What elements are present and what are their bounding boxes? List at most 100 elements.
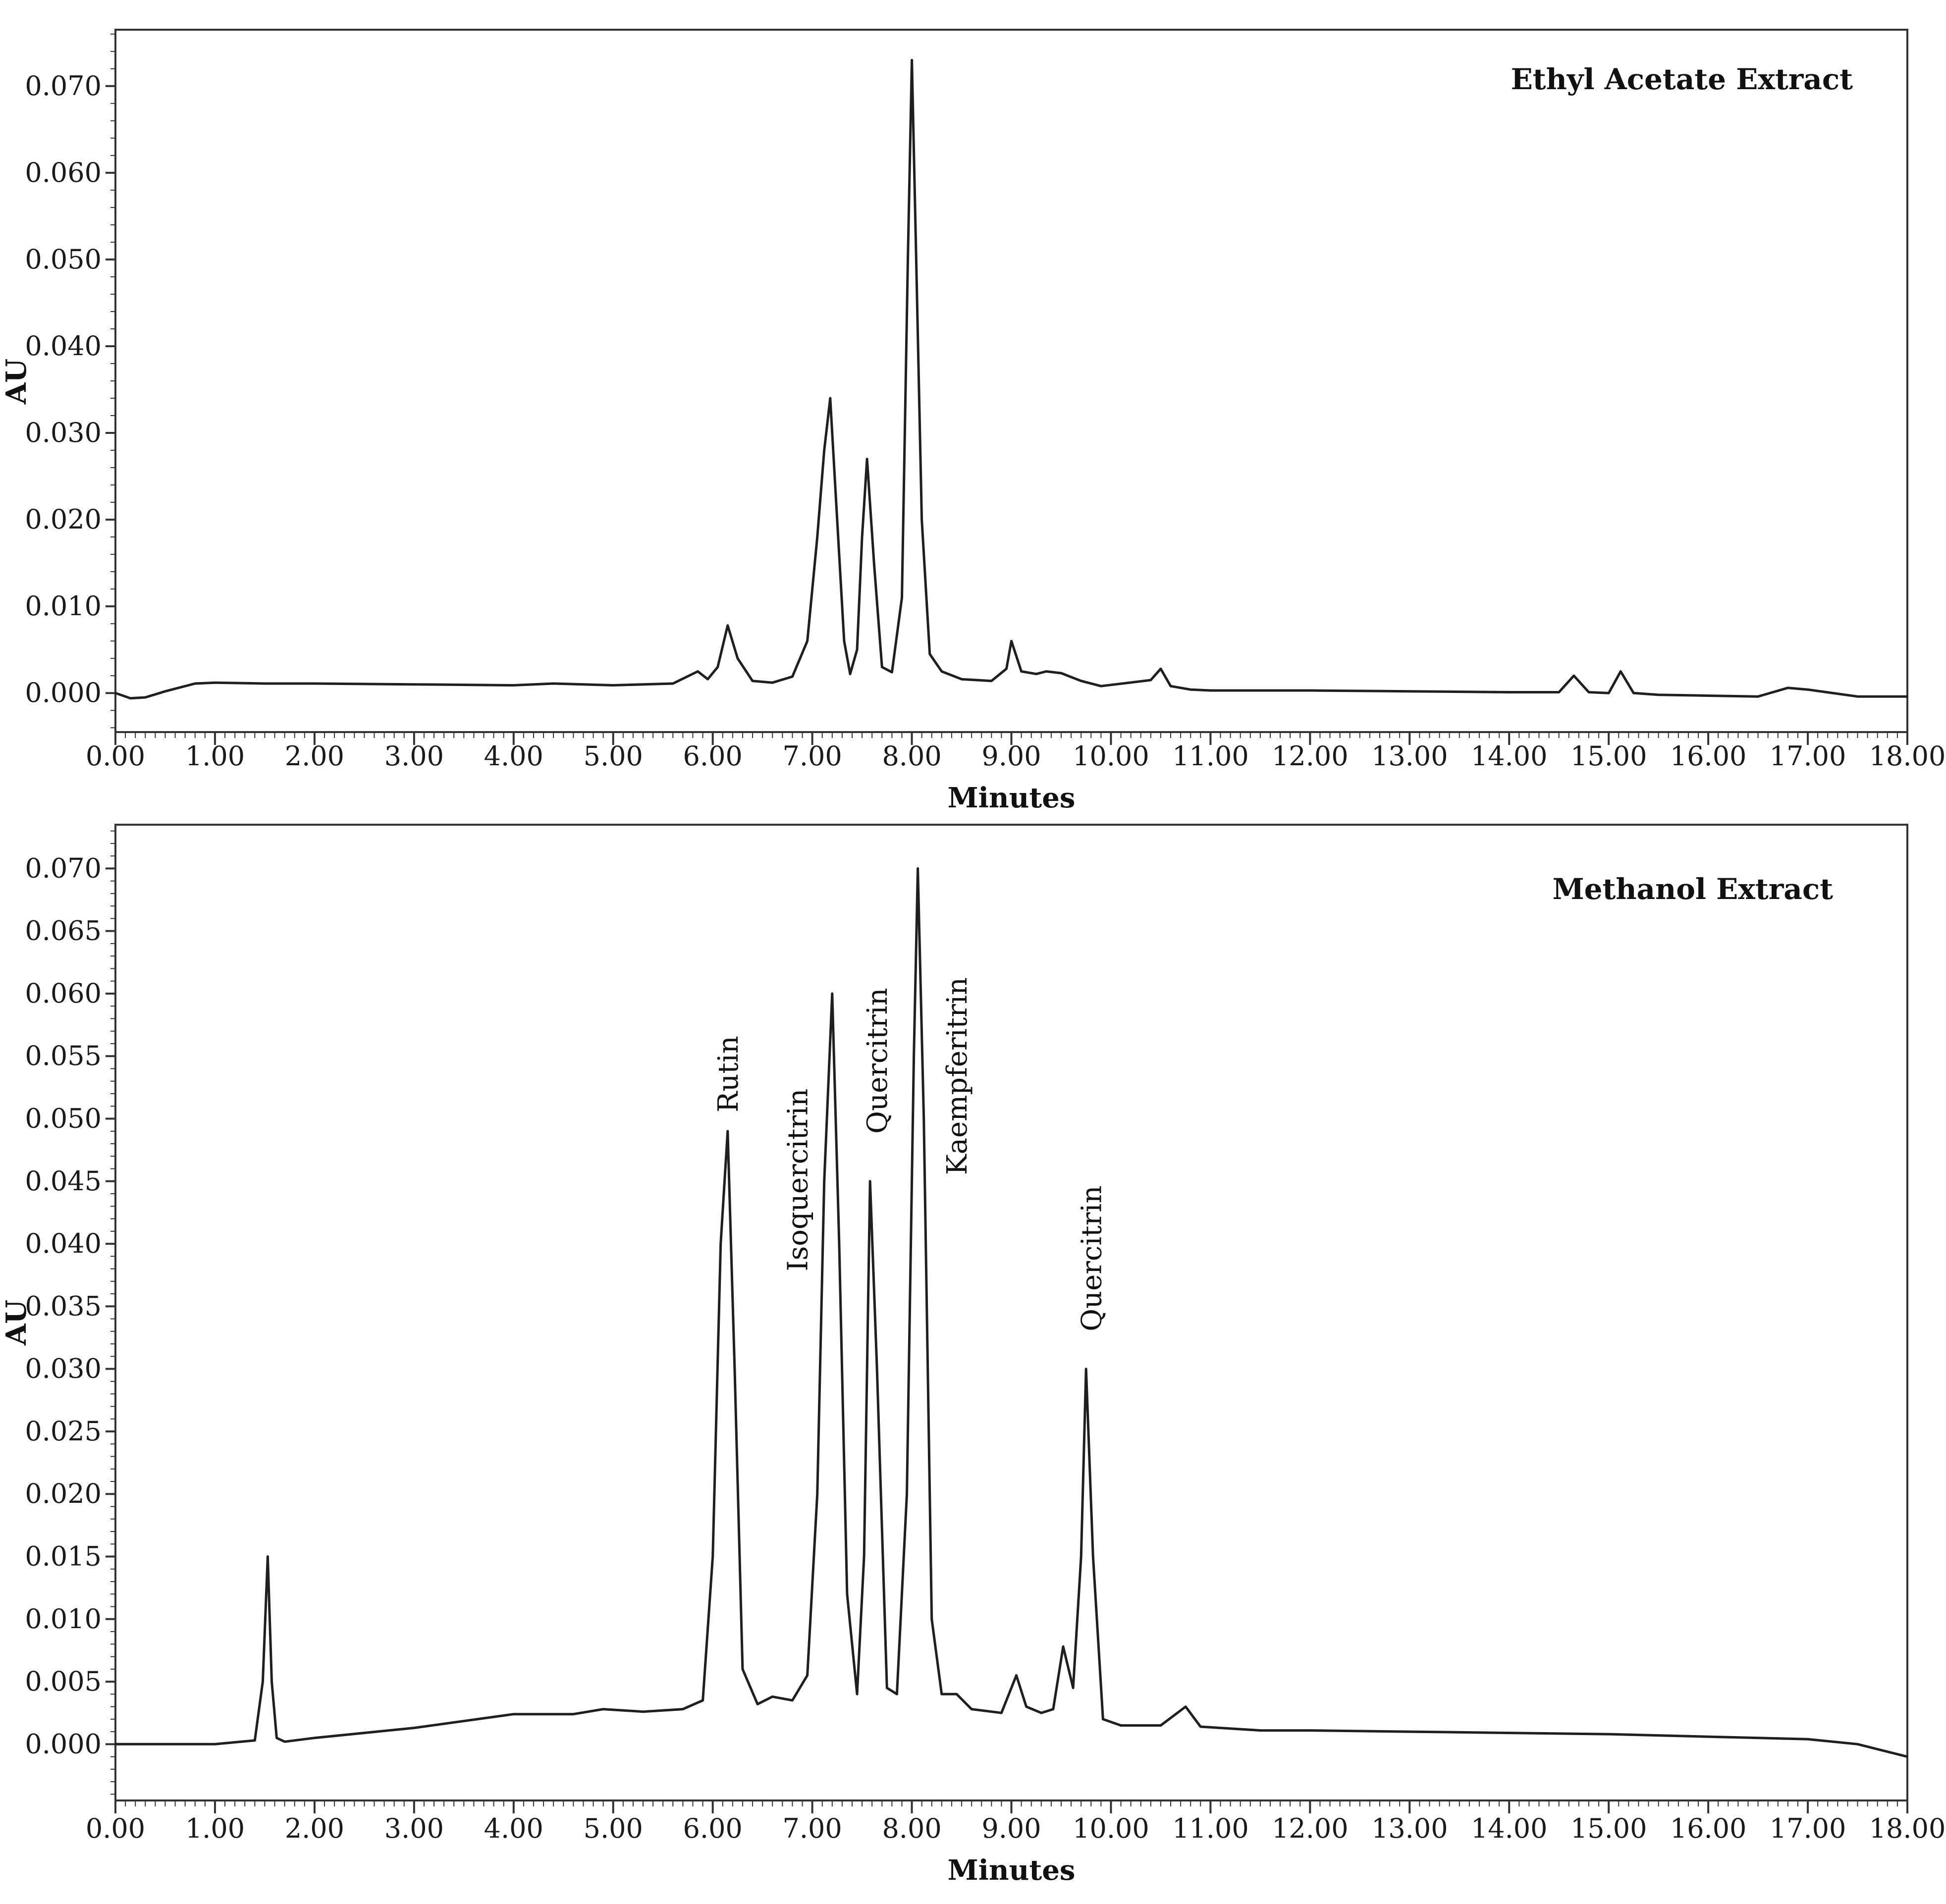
data-point bbox=[1052, 1708, 1054, 1710]
data-point bbox=[1857, 1743, 1859, 1745]
data-point bbox=[114, 692, 116, 694]
plot-frame bbox=[114, 29, 1908, 733]
data-point bbox=[1309, 1730, 1311, 1732]
x-tick-label: 7.00 bbox=[782, 1813, 842, 1844]
data-point bbox=[843, 640, 845, 642]
panel-title: Ethyl Acetate Extract bbox=[1511, 62, 1853, 96]
data-point bbox=[720, 1243, 722, 1245]
data-point bbox=[1620, 670, 1622, 672]
data-point bbox=[1906, 695, 1908, 697]
data-point bbox=[602, 1708, 604, 1710]
data-point bbox=[712, 1556, 714, 1557]
x-tick-label: 8.00 bbox=[882, 1813, 941, 1844]
y-tick-label: 0.020 bbox=[25, 504, 102, 535]
data-point bbox=[1658, 694, 1660, 696]
y-tick-label: 0.030 bbox=[25, 1353, 102, 1384]
data-point bbox=[873, 562, 875, 564]
y-axis-title: AU bbox=[0, 359, 33, 405]
data-point bbox=[742, 1668, 744, 1670]
x-tick-label: 4.00 bbox=[484, 1813, 543, 1844]
x-tick-label: 4.00 bbox=[484, 740, 543, 772]
x-tick-label: 13.00 bbox=[1371, 1813, 1448, 1844]
data-point bbox=[264, 683, 266, 685]
data-point bbox=[956, 1693, 958, 1695]
data-point bbox=[849, 673, 851, 675]
data-point bbox=[1150, 679, 1152, 681]
data-point bbox=[923, 1118, 925, 1120]
data-point bbox=[835, 501, 837, 503]
y-tick-label: 0.070 bbox=[25, 70, 102, 102]
panel-title: Methanol Extract bbox=[1552, 872, 1833, 906]
data-point bbox=[829, 397, 831, 399]
data-point bbox=[907, 259, 909, 261]
data-point bbox=[114, 1743, 116, 1745]
data-point bbox=[413, 684, 415, 686]
data-point bbox=[866, 458, 868, 460]
x-tick-label: 18.00 bbox=[1869, 1813, 1946, 1844]
data-point bbox=[1060, 672, 1062, 674]
x-tick-label: 2.00 bbox=[285, 740, 344, 772]
data-point bbox=[1045, 670, 1047, 672]
x-tick-label: 8.00 bbox=[882, 740, 941, 772]
data-point bbox=[1040, 1712, 1042, 1714]
data-point bbox=[1100, 685, 1102, 687]
y-tick-label: 0.040 bbox=[25, 1228, 102, 1259]
data-point bbox=[791, 1699, 793, 1701]
x-tick-label: 6.00 bbox=[683, 1813, 743, 1844]
data-point bbox=[906, 1493, 908, 1495]
data-point bbox=[771, 1695, 773, 1697]
x-tick-label: 3.00 bbox=[384, 1813, 444, 1844]
data-point bbox=[1573, 675, 1575, 677]
data-point bbox=[214, 682, 216, 684]
y-tick-label: 0.010 bbox=[25, 1603, 102, 1635]
data-point bbox=[737, 657, 739, 659]
x-tick-label: 17.00 bbox=[1770, 740, 1846, 772]
plot-frame bbox=[114, 824, 1908, 1801]
data-point bbox=[816, 536, 818, 538]
data-point bbox=[672, 683, 674, 685]
data-point bbox=[941, 670, 943, 672]
data-point bbox=[1807, 688, 1809, 690]
y-tick-label: 0.070 bbox=[25, 852, 102, 884]
data-point bbox=[831, 993, 833, 995]
data-point bbox=[697, 670, 699, 672]
data-point bbox=[682, 1708, 684, 1710]
data-point bbox=[846, 1593, 848, 1595]
chromatogram-trace bbox=[115, 58, 1907, 700]
data-point bbox=[267, 1556, 269, 1557]
x-tick-label: 9.00 bbox=[981, 1813, 1041, 1844]
data-point bbox=[314, 683, 316, 685]
y-tick-label: 0.000 bbox=[25, 677, 102, 708]
x-tick-label: 9.00 bbox=[981, 740, 1041, 772]
data-point bbox=[262, 1681, 264, 1683]
x-tick-label: 14.00 bbox=[1471, 740, 1548, 772]
data-point bbox=[1787, 687, 1789, 689]
data-point bbox=[734, 1368, 736, 1370]
data-point bbox=[1707, 694, 1709, 696]
data-point bbox=[929, 653, 931, 655]
data-point bbox=[1000, 1712, 1002, 1714]
data-point bbox=[856, 1693, 858, 1695]
data-point bbox=[1608, 1733, 1610, 1735]
y-tick-label: 0.050 bbox=[25, 1103, 102, 1134]
ethyl-acetate-chromatogram: 0.00 1.00 2.00 3.00 4.00 5.00 6.00 7.00 8.00 9.00… bbox=[0, 29, 1946, 814]
data-point bbox=[642, 1711, 644, 1713]
x-tick-label: 5.00 bbox=[584, 740, 643, 772]
data-point bbox=[1508, 691, 1510, 693]
data-point bbox=[941, 1693, 943, 1695]
data-point bbox=[816, 1493, 818, 1495]
x-tick-label: 10.00 bbox=[1073, 740, 1149, 772]
data-point bbox=[572, 1713, 574, 1715]
x-tick-label: 14.00 bbox=[1471, 1813, 1548, 1844]
data-point bbox=[1807, 1738, 1809, 1740]
x-axis-title: Minutes bbox=[948, 782, 1076, 814]
data-point bbox=[144, 696, 146, 698]
data-point bbox=[214, 1743, 216, 1745]
data-point bbox=[881, 666, 883, 668]
x-tick-label: 17.00 bbox=[1770, 1813, 1846, 1844]
data-point bbox=[876, 1368, 878, 1370]
y-tick-label: 0.045 bbox=[25, 1165, 102, 1197]
data-point bbox=[901, 597, 903, 599]
data-point bbox=[254, 1740, 256, 1742]
